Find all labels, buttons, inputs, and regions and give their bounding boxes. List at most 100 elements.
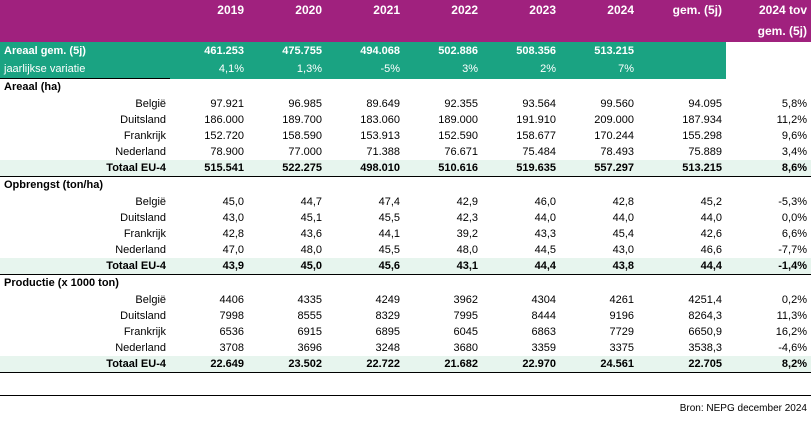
trend-value: 16,2% [775, 326, 807, 338]
total-label: Totaal EU-4 [0, 160, 170, 177]
year-value: 4335 [297, 294, 322, 306]
jaarlijkse-value: 7% [560, 60, 638, 79]
total-value: 519.635 [482, 160, 560, 177]
trend-value: 11,3% [776, 310, 807, 322]
trend-value: 0,2% [781, 294, 807, 306]
avg-value: 4251,4 [688, 294, 722, 306]
trend-value: 9,6% [781, 130, 807, 142]
header-corner [0, 0, 170, 21]
table-row: Duitsland 43,0 45,1 45,5 42,3 44,0 44,0 44,0 0,0… [0, 210, 811, 226]
table-row: België 45,0 44,7 47,4 42,9 46,0 42,8 45,2 -5,3% [0, 194, 811, 210]
country-label: Nederland [115, 342, 166, 354]
source-note: Bron: NEPG december 2024 [679, 403, 807, 414]
year-value: 3248 [375, 342, 400, 354]
year-value: 158.677 [516, 130, 556, 142]
table-row: Frankrijk 152.720 158.590 153.913 152.590 158… [0, 128, 811, 144]
total-avg: 513.215 [638, 160, 726, 177]
total-value: 21.682 [404, 356, 482, 373]
total-value: 43,8 [560, 258, 638, 275]
avg-value: 94.095 [688, 98, 722, 110]
section-header: Productie (x 1000 ton) [0, 274, 811, 292]
jaarlijkse-label: jaarlijkse variatie [0, 60, 170, 79]
year-value: 158.590 [282, 130, 322, 142]
year-value: 44,1 [378, 228, 400, 240]
year-value: 8555 [297, 310, 322, 322]
year-value: 43,6 [300, 228, 322, 240]
year-value: 71.388 [366, 146, 400, 158]
year-value: 183.060 [360, 114, 400, 126]
table-row: Duitsland 7998 8555 8329 7995 8444 9196 8264,3 1… [0, 308, 811, 324]
year-value: 44,0 [534, 212, 556, 224]
year-value: 46,0 [534, 196, 556, 208]
year-value: 8444 [531, 310, 556, 322]
total-value: 557.297 [560, 160, 638, 177]
year-value: 7995 [453, 310, 478, 322]
table-row: België 4406 4335 4249 3962 4304 4261 4251,4 0,2% [0, 292, 811, 308]
areaal-gem-value: 494.068 [326, 42, 404, 60]
table-row: België 97.921 96.985 89.649 92.355 93.564 99.5… [0, 96, 811, 112]
country-label: Frankrijk [123, 130, 166, 142]
areaal-gem-value: 508.356 [482, 42, 560, 60]
trend-value: 5,8% [781, 98, 807, 110]
total-value: 43,1 [404, 258, 482, 275]
country-label: Nederland [115, 146, 166, 158]
year-value: 6895 [375, 326, 400, 338]
total-value: 45,0 [248, 258, 326, 275]
section-title: Opbrengst (ton/ha) [0, 176, 170, 194]
year-value: 7998 [219, 310, 244, 322]
avg-value: 8264,3 [688, 310, 722, 322]
year-value: 153.913 [360, 130, 400, 142]
section-header: Areaal (ha) [0, 78, 811, 96]
total-label: Totaal EU-4 [0, 356, 170, 373]
year-value: 7729 [609, 326, 634, 338]
year-value: 44,0 [612, 212, 634, 224]
country-label: België [135, 98, 166, 110]
areaal-gem-value: 502.886 [404, 42, 482, 60]
total-value: 498.010 [326, 160, 404, 177]
year-value: 92.355 [444, 98, 478, 110]
total-value: 522.275 [248, 160, 326, 177]
year-value: 6915 [297, 326, 322, 338]
table-row: Nederland 3708 3696 3248 3680 3359 3375 3538,3 -… [0, 340, 811, 356]
jaarlijkse-variatie-row: jaarlijkse variatie 4,1% 1,3% -5% 3% 2% … [0, 60, 811, 79]
year-value: 42,8 [222, 228, 244, 240]
avg-value: 46,6 [700, 244, 722, 256]
year-value: 45,5 [378, 244, 400, 256]
section-title: Productie (x 1000 ton) [0, 274, 170, 292]
avg-value: 45,2 [700, 196, 722, 208]
trend-value: 11,2% [776, 114, 807, 126]
avg-value: 187.934 [682, 114, 722, 126]
year-value: 42,8 [612, 196, 634, 208]
year-value: 189.700 [282, 114, 322, 126]
year-value: 3680 [453, 342, 478, 354]
total-row: Totaal EU-4 22.649 23.502 22.722 21.682 22.97… [0, 356, 811, 373]
avg-value: 155.298 [682, 130, 722, 142]
year-value: 6536 [219, 326, 244, 338]
header-trend-2: gem. (5j) [726, 21, 811, 42]
total-trend: 8,6% [726, 160, 811, 177]
header-row-2: gem. (5j) [0, 21, 811, 42]
year-value: 189.000 [438, 114, 478, 126]
trend-value: -7,7% [778, 244, 807, 256]
header-year: 2023 [482, 0, 560, 21]
year-value: 42,3 [456, 212, 478, 224]
year-value: 209.000 [594, 114, 634, 126]
avg-value: 6650,9 [688, 326, 722, 338]
areaal-gem-row: Areaal gem. (5j) 461.253 475.755 494.068… [0, 42, 811, 60]
total-value: 44,4 [482, 258, 560, 275]
year-value: 4406 [219, 294, 244, 306]
year-value: 47,4 [378, 196, 400, 208]
section-title: Areaal (ha) [0, 78, 170, 96]
year-value: 43,0 [612, 244, 634, 256]
year-value: 8329 [375, 310, 400, 322]
trend-value: 3,4% [781, 146, 807, 158]
total-value: 43,9 [170, 258, 248, 275]
jaarlijkse-value: 3% [404, 60, 482, 79]
year-value: 75.484 [522, 146, 556, 158]
total-row: Totaal EU-4 515.541 522.275 498.010 510.616 5… [0, 160, 811, 177]
avg-value: 42,6 [700, 228, 722, 240]
section-header: Opbrengst (ton/ha) [0, 176, 811, 194]
total-trend: 8,2% [726, 356, 811, 373]
year-value: 191.910 [516, 114, 556, 126]
areaal-gem-label: Areaal gem. (5j) [0, 42, 170, 60]
